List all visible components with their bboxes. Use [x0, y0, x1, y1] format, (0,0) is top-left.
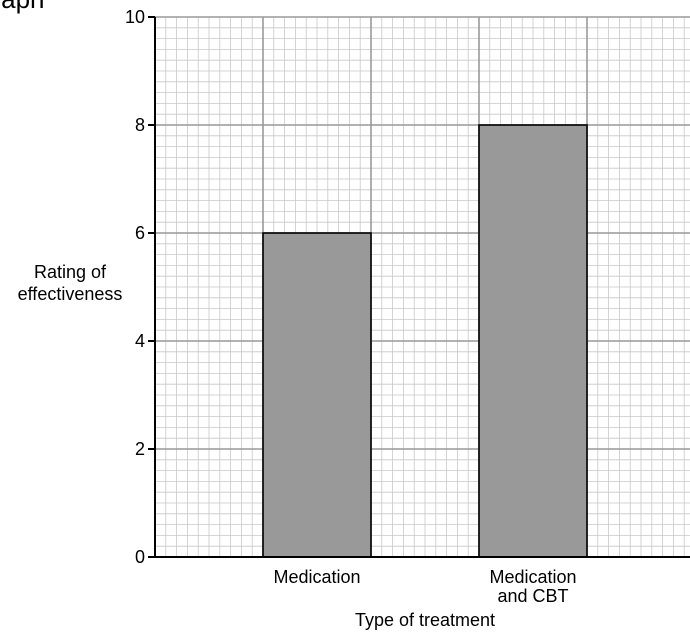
grid: [155, 16, 690, 557]
partial-title: graph: [0, 0, 45, 14]
x-tick-label: Medication: [273, 567, 360, 587]
axes: [148, 16, 690, 558]
y-tick-label: 10: [125, 7, 145, 27]
x-tick-label: Medication and CBT: [489, 567, 576, 606]
y-tick-label: 0: [135, 547, 145, 567]
bar-medication: [262, 232, 372, 558]
x-tick-labels: Medication Medication and CBT: [273, 567, 576, 606]
y-tick-label: 2: [135, 439, 145, 459]
x-axis-label: Type of treatment: [355, 610, 495, 630]
y-tick-label: 4: [135, 331, 145, 351]
y-axis-label: Rating of effectiveness: [18, 262, 123, 304]
bar-medication-and-cbt: [478, 124, 588, 558]
y-tick-labels: 0 2 4 6 8 10: [125, 7, 145, 567]
y-tick-label: 8: [135, 115, 145, 135]
y-tick-label: 6: [135, 223, 145, 243]
